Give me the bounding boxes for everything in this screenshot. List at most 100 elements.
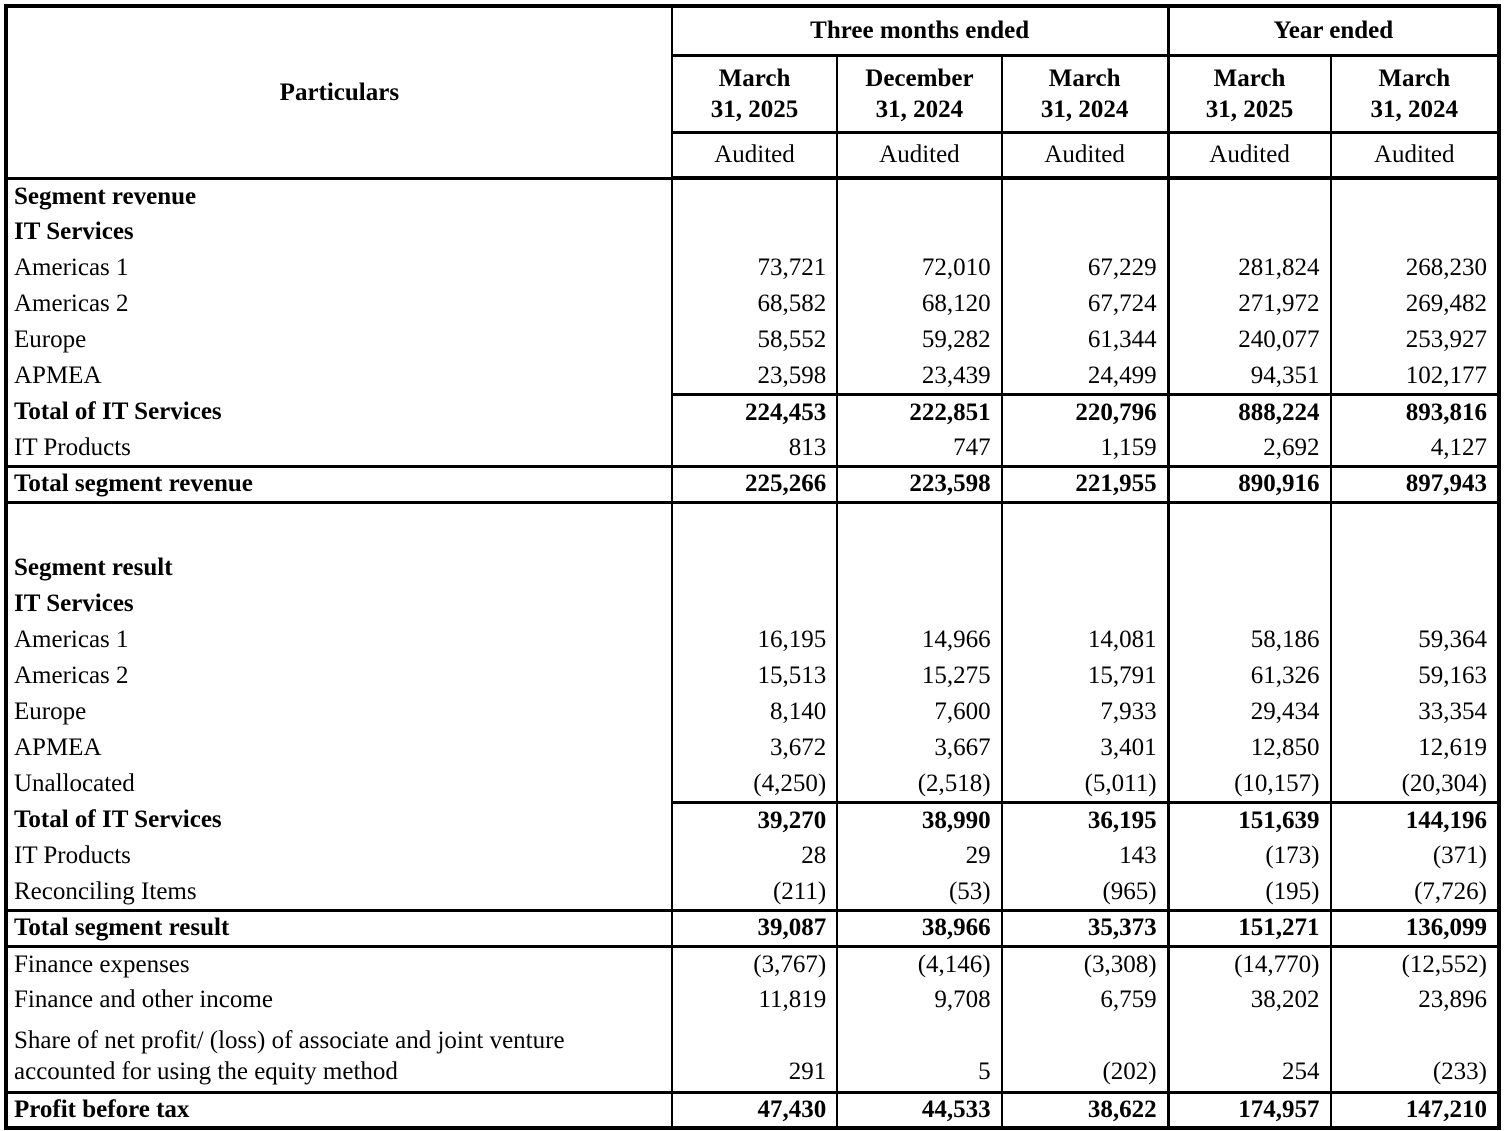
cell-value: 68,582 [670,286,838,322]
cell-value: (4,146) [836,946,1002,982]
cell-value: 38,622 [1000,1090,1169,1128]
cell-value [1000,550,1169,586]
cell-value [670,178,838,214]
segment-results-table: Particulars Three months ended Year ende… [4,4,1501,1130]
cell-value: 29,434 [1166,694,1331,730]
header-group-row: Particulars Three months ended Year ende… [6,6,1499,180]
cell-value: 225,266 [670,464,838,504]
row-label: Total segment result [6,908,672,948]
cell-value [1329,586,1499,622]
table-row: Total segment revenue 225,266 223,598 221,9… [6,464,1499,504]
cell-value: 6,759 [1000,982,1169,1018]
row-label: IT Products [14,842,131,870]
period-date: 31, 2024 [1370,96,1459,123]
period-month: December [865,64,974,92]
cell-value: 28 [670,838,838,874]
period-column-header: March 31, 2024 [1329,55,1499,134]
cell-value: (195) [1166,874,1331,910]
table-row: IT Services [6,586,1499,622]
cell-value: 221,955 [1000,464,1169,504]
cell-value: 35,373 [1000,908,1169,948]
cell-value: 222,851 [836,392,1002,430]
cell-value: 254 [1166,1018,1331,1092]
row-label: Segment revenue [14,183,197,211]
table-row: Segment result [6,550,1499,586]
cell-value: 291 [670,1018,838,1092]
period-month: March [1048,64,1121,92]
row-label [6,502,672,550]
cell-value: 240,077 [1166,322,1331,358]
row-label: Total of IT Services [14,806,222,834]
row-label: Total segment revenue [6,464,672,504]
table-row: Total segment result 39,087 38,966 35,373 15… [6,908,1499,948]
cell-value [1329,502,1499,550]
cell-value: 67,724 [1000,286,1169,322]
period-month: March [718,64,791,92]
cell-value: 253,927 [1329,322,1499,358]
cell-value: 44,533 [836,1090,1002,1128]
cell-value: 7,933 [1000,694,1169,730]
table-row: Americas 1 16,195 14,966 14,081 58,186 59,364 [6,622,1499,658]
period-date: 31, 2025 [710,96,799,123]
cell-value: 67,229 [1000,250,1169,286]
cell-value [1166,214,1331,250]
row-label: IT Services [14,590,134,618]
cell-value: 36,195 [1000,800,1169,838]
cell-value [670,550,838,586]
cell-value: 281,824 [1166,250,1331,286]
cell-value: 888,224 [1166,392,1331,430]
cell-value: 38,990 [836,800,1002,838]
cell-value: 174,957 [1166,1090,1331,1128]
cell-value: 16,195 [670,622,838,658]
table-row: IT Products 28 29 143 (173) (371) [6,838,1499,874]
period-column-header: March 31, 2024 [1000,55,1169,134]
cell-value: (4,250) [670,766,838,802]
cell-value: 1,159 [1000,430,1169,466]
cell-value: 72,010 [836,250,1002,286]
cell-value: (14,770) [1166,946,1331,982]
cell-value [836,550,1002,586]
table-row: Americas 2 68,582 68,120 67,724 271,972 269,4… [6,286,1499,322]
row-label: Americas 2 [14,662,129,690]
cell-value: 38,202 [1166,982,1331,1018]
period-date: 31, 2024 [1040,96,1129,123]
cell-value: 14,966 [836,622,1002,658]
cell-value [836,214,1002,250]
row-label: APMEA [14,362,102,390]
spacer-row [6,502,1499,550]
cell-value: 813 [670,430,838,466]
audited-label: Audited [670,132,838,180]
cell-value [1329,550,1499,586]
cell-value: 223,598 [836,464,1002,504]
cell-value: (202) [1000,1018,1169,1092]
cell-value: 14,081 [1000,622,1169,658]
cell-value: (7,726) [1329,874,1499,910]
table-row: IT Products 813 747 1,159 2,692 4,127 [6,430,1499,466]
cell-value: 12,619 [1329,730,1499,766]
table-row: Profit before tax 47,430 44,533 38,622 174,9… [6,1090,1499,1128]
cell-value [670,586,838,622]
table-row: APMEA 3,672 3,667 3,401 12,850 12,619 [6,730,1499,766]
cell-value: 59,163 [1329,658,1499,694]
cell-value: 897,943 [1329,464,1499,504]
table-row: Unallocated (4,250) (2,518) (5,011) (10,157)… [6,766,1499,802]
period-column-header: December 31, 2024 [836,55,1002,134]
row-label: Europe [14,698,87,726]
cell-value: 33,354 [1329,694,1499,730]
cell-value: 23,439 [836,358,1002,394]
cell-value: 3,667 [836,730,1002,766]
table-row: IT Services [6,214,1499,250]
period-month: March [1378,64,1451,92]
audited-label: Audited [1000,132,1169,180]
period-column-header: March 31, 2025 [670,55,838,134]
row-label: Unallocated [14,770,135,798]
group-header-three-months-ended: Three months ended [670,6,1169,57]
cell-value [1000,502,1169,550]
table-row: Total of IT Services 39,270 38,990 36,195 15… [6,800,1499,838]
cell-value [670,214,838,250]
cell-value: 151,271 [1166,908,1331,948]
cell-value [836,502,1002,550]
cell-value: (965) [1000,874,1169,910]
cell-value: 61,344 [1000,322,1169,358]
